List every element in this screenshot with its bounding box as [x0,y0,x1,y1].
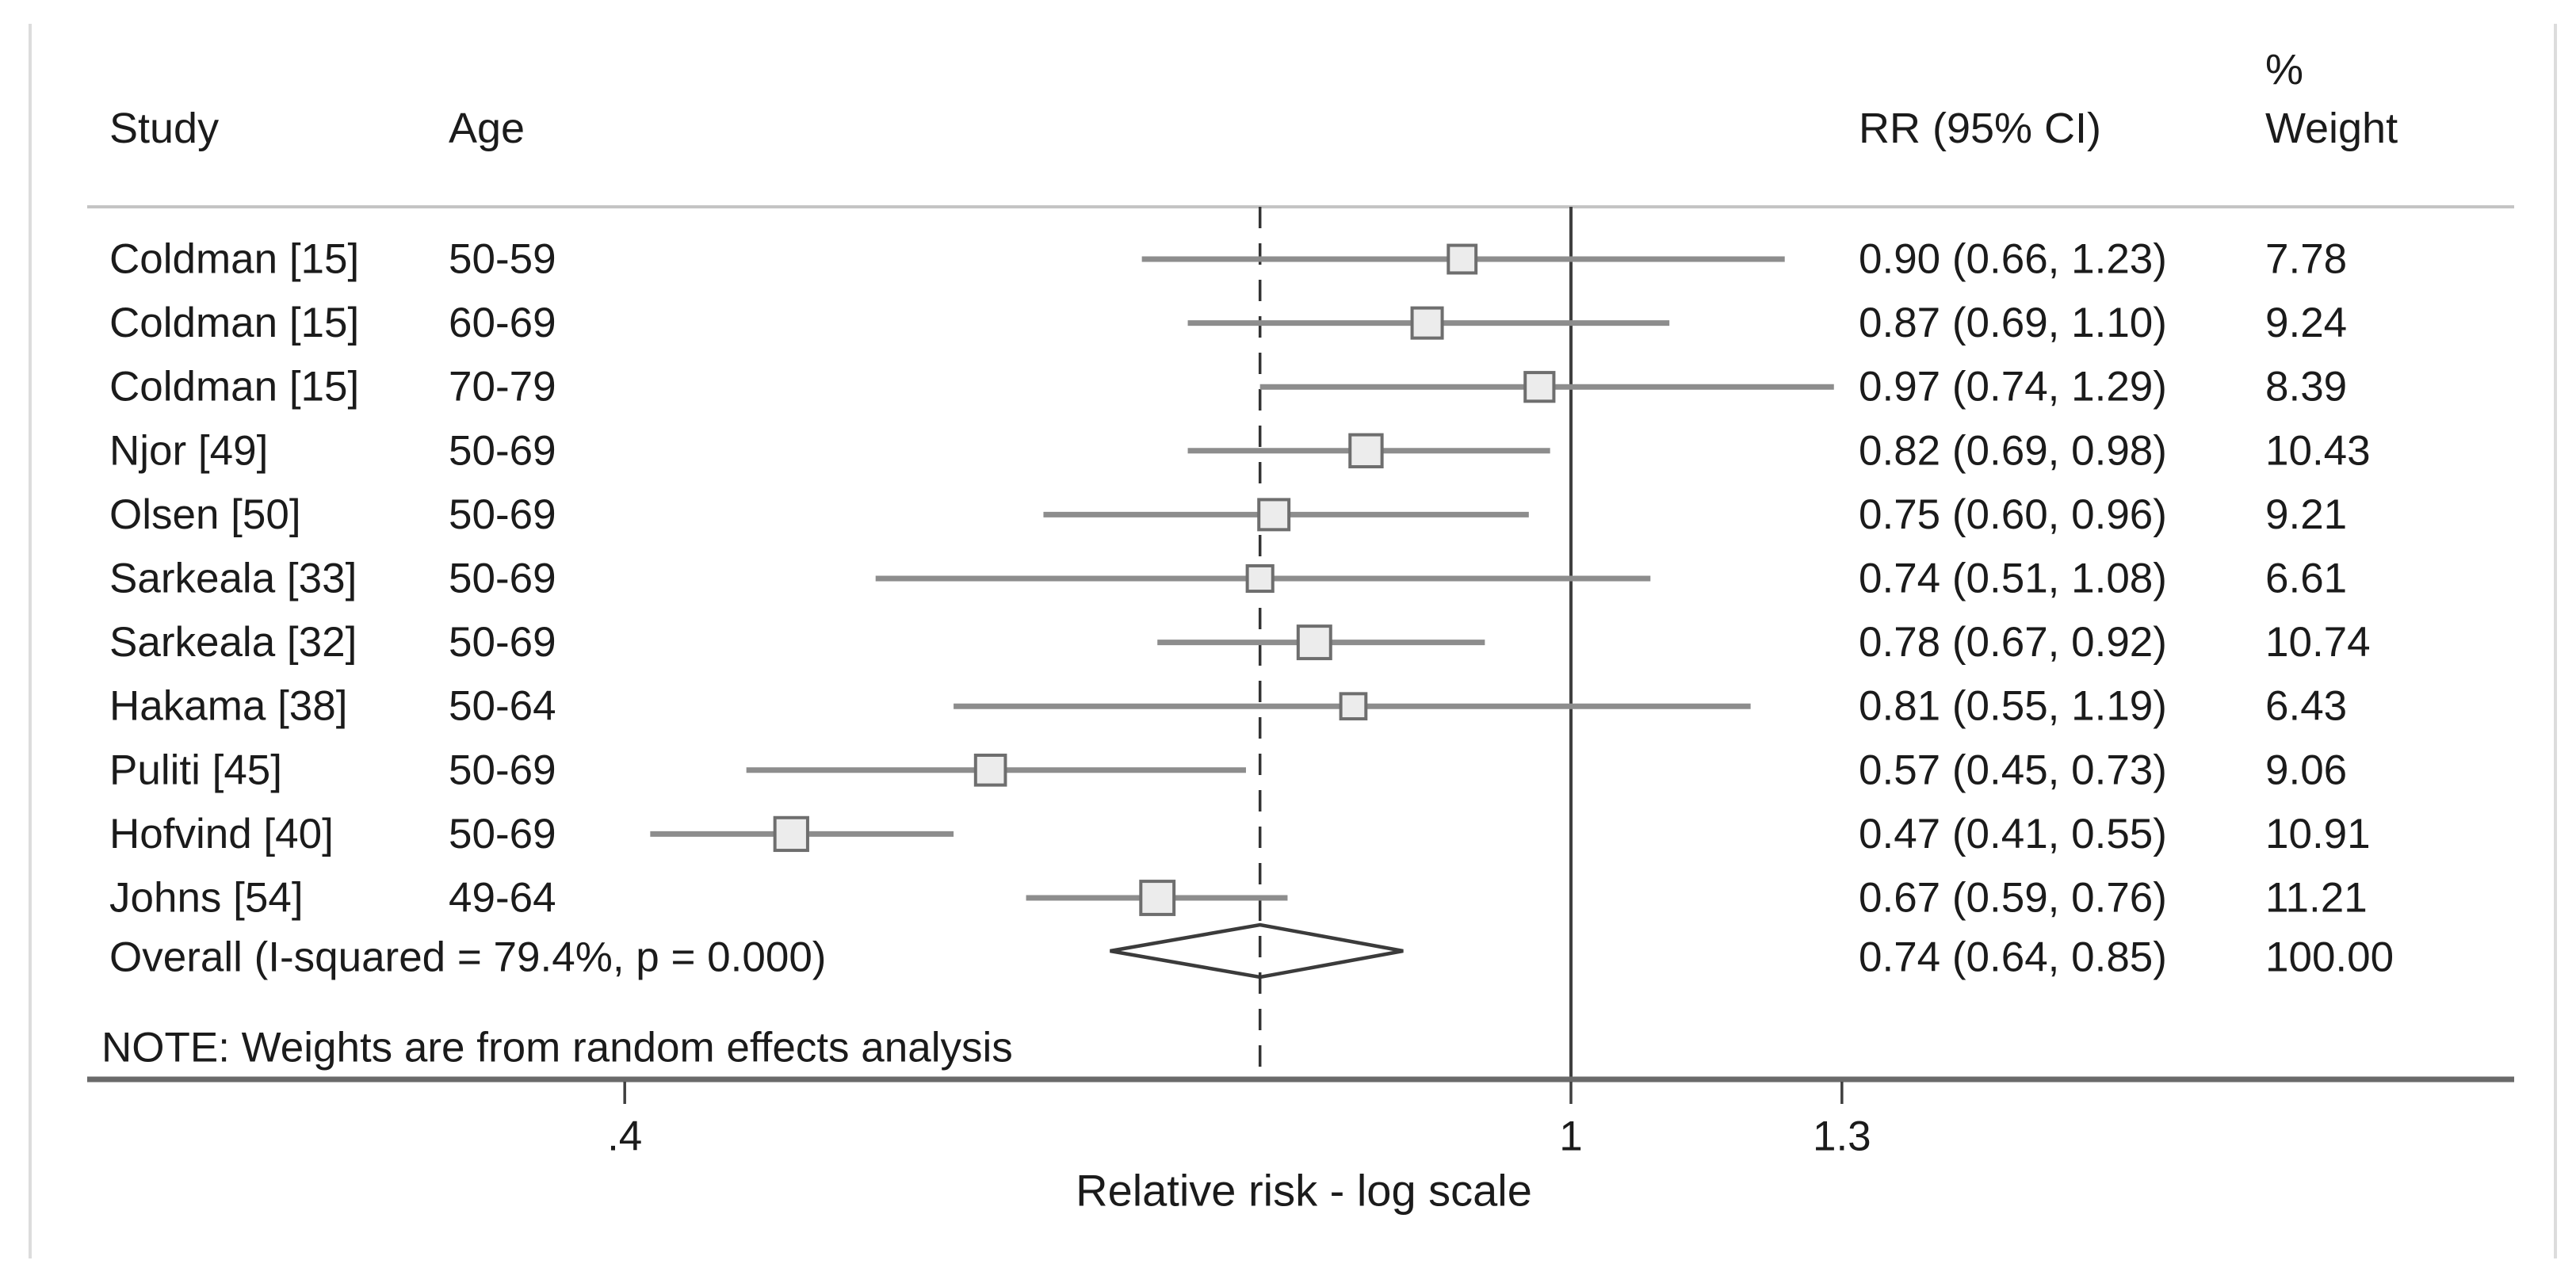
study-label: Hakama [38] [109,683,347,730]
study-label: Sarkeala [33] [109,556,357,602]
overall-row: Overall (I-squared = 79.4%, p = 0.000) 0.… [109,934,2394,981]
weight-value: 6.61 [2265,556,2347,602]
rr-ci-value: 0.87 (0.69, 1.10) [1859,300,2167,346]
percent-header: % [2265,46,2303,94]
study-label: Puliti [45] [109,747,282,793]
table-row: Coldman [15] 60-69 0.87 (0.69, 1.10) 9.24 [109,300,2347,346]
weight-value: 11.21 [2265,875,2368,922]
table-row: Olsen [50] 50-69 0.75 (0.60, 0.96) 9.21 [109,491,2347,538]
study-label: Johns [54] [109,875,304,922]
weight-value: 7.78 [2265,236,2347,283]
point-estimate-square [973,753,1007,787]
point-estimate-square [1245,563,1275,594]
weight-value: 6.43 [2265,683,2347,730]
weight-value: 10.74 [2265,619,2371,666]
age-label: 60-69 [449,300,556,346]
point-estimate-square [1447,243,1478,275]
x-axis-tick-label: 1 [1559,1113,1582,1160]
study-label: Sarkeala [32] [109,619,357,666]
overall-rr-ci-value: 0.74 (0.64, 0.85) [1859,934,2167,981]
table-row: Johns [54] 49-64 0.67 (0.59, 0.76) 11.21 [109,875,2368,922]
study-label: Olsen [50] [109,491,301,538]
plot-area: Coldman [15] 50-59 0.90 (0.66, 1.23) 7.78Co… [109,207,2394,1079]
study-label: Hofvind [40] [109,811,334,857]
weight-value: 8.39 [2265,364,2347,411]
table-row: Coldman [15] 70-79 0.97 (0.74, 1.29) 8.39 [109,364,2347,411]
weight-value: 9.24 [2265,300,2347,346]
rr-ci-value: 0.57 (0.45, 0.73) [1859,747,2167,793]
overall-weight-value: 100.00 [2265,934,2394,981]
age-label: 50-69 [449,427,556,474]
table-row: Sarkeala [32] 50-69 0.78 (0.67, 0.92) 10.74 [109,619,2371,666]
table-row: Sarkeala [33] 50-69 0.74 (0.51, 1.08) 6.61 [109,556,2347,602]
x-axis-title: Relative risk - log scale [1076,1166,1532,1216]
age-label: 50-69 [449,491,556,538]
point-estimate-square [1257,498,1291,532]
study-label: Coldman [15] [109,300,359,346]
rr-ci-value: 0.67 (0.59, 0.76) [1859,875,2167,922]
age-label: 70-79 [449,364,556,411]
point-estimate-square [773,815,809,853]
point-estimate-square [1523,371,1556,403]
point-estimate-square [1410,306,1444,340]
age-label: 49-64 [449,875,556,922]
x-axis-tick-label: .4 [607,1113,642,1160]
table-row: Coldman [15] 50-59 0.90 (0.66, 1.23) 7.78 [109,236,2347,283]
rr-ci-value: 0.75 (0.60, 0.96) [1859,491,2167,538]
point-estimate-square [1339,692,1368,721]
age-label: 50-69 [449,556,556,602]
age-column-header: Age [449,105,525,152]
age-label: 50-69 [449,811,556,857]
x-axis-tick-label: 1.3 [1813,1113,1871,1160]
point-estimate-square [1296,624,1332,661]
rr-ci-value: 0.82 (0.69, 0.98) [1859,427,2167,474]
age-label: 50-69 [449,619,556,666]
weight-value: 10.43 [2265,427,2371,474]
table-row: Hofvind [40] 50-69 0.47 (0.41, 0.55) 10.91 [109,811,2371,857]
age-label: 50-59 [449,236,556,283]
rr-ci-value: 0.97 (0.74, 1.29) [1859,364,2167,411]
rr-ci-column-header: RR (95% CI) [1859,105,2101,152]
rr-ci-value: 0.78 (0.67, 0.92) [1859,619,2167,666]
weight-value: 9.21 [2265,491,2347,538]
table-row: Puliti [45] 50-69 0.57 (0.45, 0.73) 9.06 [109,747,2347,793]
study-label: Njor [49] [109,427,268,474]
age-label: 50-64 [449,683,556,730]
study-label: Coldman [15] [109,236,359,283]
rr-ci-value: 0.81 (0.55, 1.19) [1859,683,2167,730]
weight-column-header: Weight [2265,105,2398,152]
weight-value: 10.91 [2265,811,2371,857]
study-label: Coldman [15] [109,364,359,411]
rr-ci-value: 0.74 (0.51, 1.08) [1859,556,2167,602]
overall-label: Overall (I-squared = 79.4%, p = 0.000) [109,934,826,981]
x-axis-ticks: .4 1 1.3 [607,1082,1871,1160]
point-estimate-square [1139,880,1176,916]
study-column-header: Study [109,105,219,152]
weight-value: 9.06 [2265,747,2347,793]
point-estimate-square [1348,433,1384,468]
rr-ci-value: 0.47 (0.41, 0.55) [1859,811,2167,857]
rr-ci-value: 0.90 (0.66, 1.23) [1859,236,2167,283]
table-row: Hakama [38] 50-64 0.81 (0.55, 1.19) 6.43 [109,683,2347,730]
table-row: Njor [49] 50-69 0.82 (0.69, 0.98) 10.43 [109,427,2371,474]
overall-diamond [1110,922,1404,980]
age-label: 50-69 [449,747,556,793]
random-effects-note: NOTE: Weights are from random effects an… [101,1025,1013,1071]
